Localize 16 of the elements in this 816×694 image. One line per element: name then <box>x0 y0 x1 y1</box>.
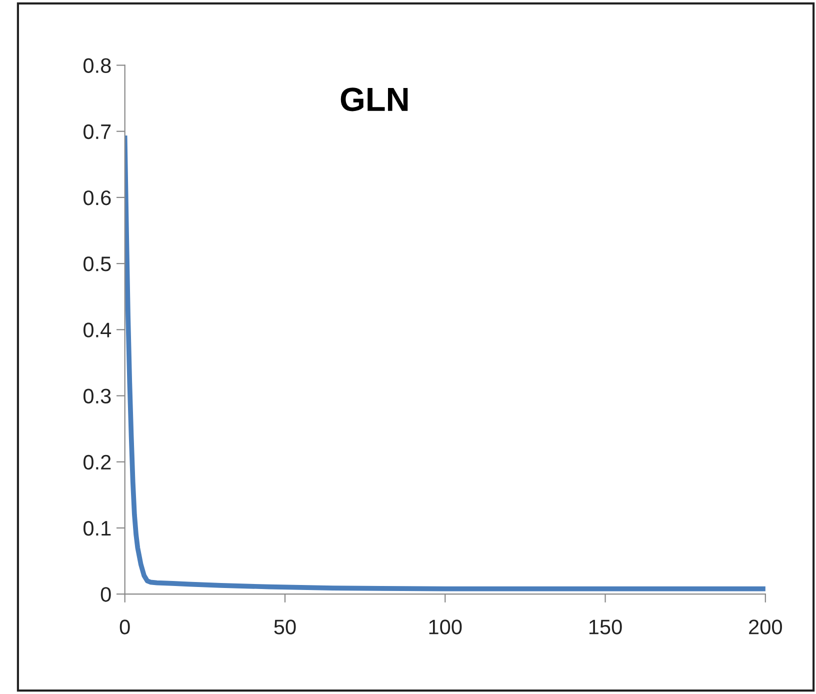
y-tick-label: 0.8 <box>84 58 111 73</box>
y-tick-label: 0 <box>100 587 111 602</box>
text: GLN <box>340 88 408 112</box>
line-series <box>124 136 766 592</box>
x-tick-label: 50 <box>274 620 296 634</box>
y-tick-label: 0.4 <box>84 322 112 338</box>
y-tick-label: 0.7 <box>84 124 111 140</box>
y-tick-label: 0.3 <box>84 388 111 404</box>
y-tick-label: 0.6 <box>84 190 111 206</box>
y-tick-label: 0.1 <box>84 520 111 536</box>
x-tick-label: 200 <box>749 620 782 634</box>
y-tick-label: 0.2 <box>84 454 111 470</box>
y-tick-label: 0.5 <box>84 256 111 272</box>
x-tick-label: 100 <box>429 620 462 634</box>
x-tick-label: 0 <box>120 620 130 634</box>
x-tick-label: 150 <box>589 620 622 634</box>
